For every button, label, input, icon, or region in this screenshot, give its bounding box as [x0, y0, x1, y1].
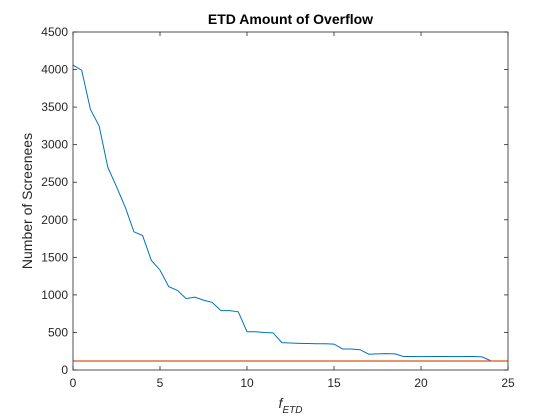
x-tick-label: 25 [501, 376, 515, 390]
x-ticks: 0 5 10 15 20 25 [70, 32, 515, 390]
y-tick-label: 3500 [41, 100, 68, 114]
y-tick-label: 4500 [41, 25, 68, 39]
series-line-overflow [72, 64, 491, 362]
plot-box [72, 31, 509, 371]
y-axis-label: Number of Screenees [19, 133, 35, 269]
y-tick-label: 1500 [41, 250, 68, 264]
y-tick-label: 2000 [41, 213, 68, 227]
series-layer [72, 64, 508, 362]
x-tick-label: 10 [240, 376, 254, 390]
y-tick-label: 3000 [41, 138, 68, 152]
x-axis-label-subscript: ETD [282, 405, 302, 416]
y-tick-label: 2500 [41, 175, 68, 189]
y-tick-label: 1000 [41, 288, 68, 302]
y-tick-label: 0 [61, 363, 68, 377]
y-tick-label: 4000 [41, 63, 68, 77]
chart-title: ETD Amount of Overflow [208, 11, 373, 27]
plot-area [73, 32, 508, 370]
y-ticks: 0 500 1000 1500 2000 2500 3000 3500 4000 4500 [41, 25, 508, 377]
x-axis-label-base: f [279, 395, 285, 411]
x-tick-label: 5 [157, 376, 164, 390]
y-tick-label: 500 [48, 325, 68, 339]
x-tick-label: 0 [70, 376, 77, 390]
x-tick-label: 15 [327, 376, 341, 390]
x-tick-label: 20 [414, 376, 428, 390]
x-axis-label: fETD [279, 395, 303, 416]
